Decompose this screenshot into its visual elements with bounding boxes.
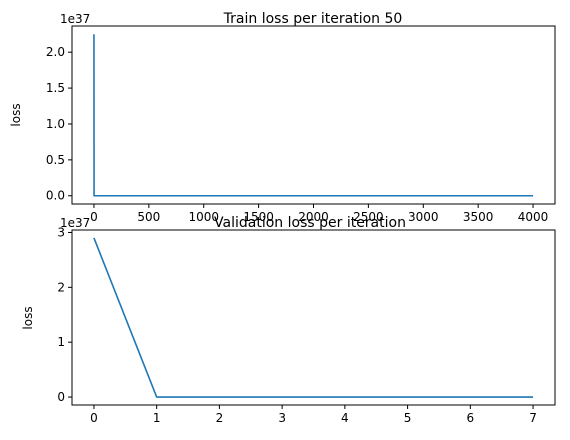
validation-plot-ylabel: loss: [21, 306, 35, 329]
validation-plot-ytick-label: 2: [57, 280, 65, 294]
validation-plot-xtick-label: 6: [466, 411, 474, 425]
train-plot-xtick-label: 500: [137, 210, 160, 224]
validation-plot-xtick-label: 1: [153, 411, 161, 425]
validation-plot-xtick-label: 0: [90, 411, 98, 425]
validation-plot-ytick-label: 0: [57, 390, 65, 404]
train-plot-ytick-label: 1.5: [46, 81, 65, 95]
train-loss-plot: Train loss per iteration 50 loss 1e37 0 5…: [9, 11, 556, 224]
train-plot-yticks: 0.0 0.5 1.0 1.5 2.0: [46, 45, 72, 203]
train-plot-ylabel: loss: [9, 103, 23, 126]
validation-plot-ytick-label: 1: [57, 335, 65, 349]
train-plot-series-line: [93, 34, 534, 197]
validation-plot-yticks: 0 1 2 3: [57, 225, 72, 404]
train-plot-frame: [71, 25, 556, 205]
validation-plot-xtick-label: 7: [529, 411, 537, 425]
validation-loss-plot: Validation loss per iteration loss 1e37 …: [21, 215, 556, 425]
train-plot-xtick-label: 2000: [298, 210, 329, 224]
train-plot-xtick-label: 0: [90, 210, 98, 224]
train-plot-ytick-label: 2.0: [46, 45, 65, 59]
train-plot-series: [93, 34, 534, 197]
validation-plot-xtick-label: 3: [278, 411, 286, 425]
train-plot-xtick-label: 3500: [463, 210, 494, 224]
train-plot-xtick-label: 3000: [408, 210, 439, 224]
validation-plot-xtick-label: 5: [404, 411, 412, 425]
train-plot-ytick-label: 1.0: [46, 117, 65, 131]
train-plot-ytick-label: 0.5: [46, 153, 65, 167]
train-plot-ytick-label: 0.0: [46, 189, 65, 203]
validation-plot-ytick-label: 3: [57, 225, 65, 239]
train-plot-xticks: 0 500 1000 1500 2000 2500 3000 3500 4000: [90, 204, 548, 224]
validation-plot-series: [93, 237, 534, 398]
train-plot-title: Train loss per iteration 50: [223, 11, 403, 27]
train-plot-xtick-label: 1500: [243, 210, 274, 224]
validation-plot-series-line: [93, 237, 534, 398]
validation-plot-xtick-label: 4: [341, 411, 349, 425]
train-plot-xtick-label: 4000: [518, 210, 549, 224]
validation-plot-xtick-label: 2: [216, 411, 224, 425]
validation-plot-title: Validation loss per iteration: [214, 215, 406, 231]
train-plot-offset-text: 1e37: [60, 12, 90, 26]
train-plot-xtick-label: 2500: [353, 210, 384, 224]
validation-plot-xticks: 0 1 2 3 4 5 6 7: [90, 405, 537, 425]
validation-plot-frame: [71, 229, 556, 406]
validation-plot-offset-text: 1e37: [60, 216, 90, 230]
train-plot-xtick-label: 1000: [188, 210, 219, 224]
